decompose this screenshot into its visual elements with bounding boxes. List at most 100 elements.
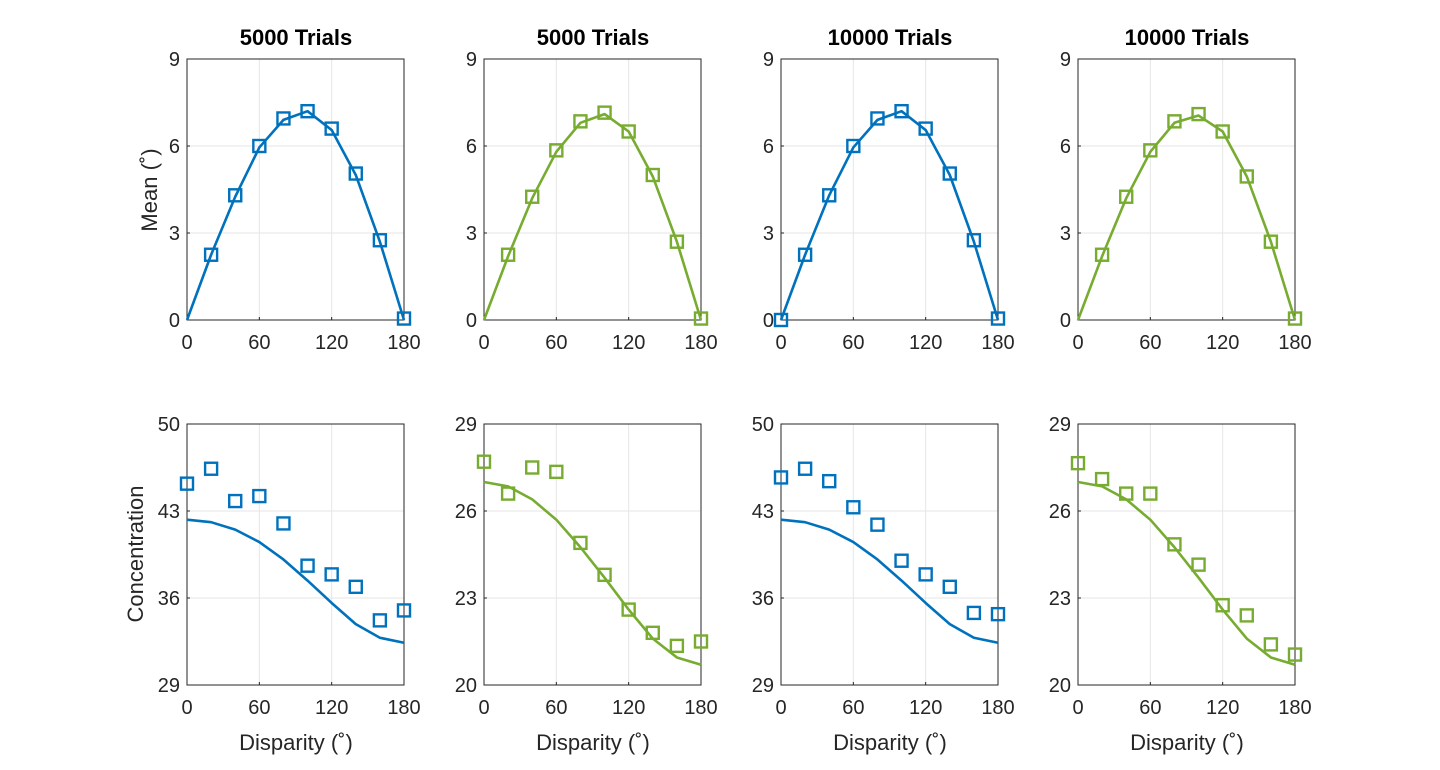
data-point-marker	[525, 189, 540, 204]
y-tick-label: 29	[455, 414, 477, 436]
data-point-marker	[300, 103, 315, 119]
series-fit-line	[780, 518, 999, 645]
axes-box	[1077, 423, 1296, 686]
data-point-marker	[621, 124, 636, 139]
xlabel-disparity-1: Disparity (˚)	[239, 730, 353, 755]
subplot-6: 0 60 120 180 20 23 26 29	[455, 414, 718, 719]
data-point-marker	[500, 486, 516, 501]
data-point-marker	[645, 625, 660, 640]
data-point-marker	[1287, 647, 1303, 662]
data-point-marker	[228, 493, 243, 509]
x-tick-label: 180	[1278, 697, 1311, 719]
series-fit-line	[1076, 114, 1297, 321]
data-point-marker	[476, 454, 492, 469]
series-fit-line	[1077, 480, 1296, 666]
y-tick-label: 9	[1060, 49, 1071, 71]
data-point-marker	[276, 111, 291, 126]
data-point-marker	[276, 516, 291, 531]
data-point-marker	[942, 579, 957, 595]
axes-box	[186, 423, 405, 686]
data-point-marker	[773, 312, 789, 328]
x-tick-label: 60	[1139, 332, 1161, 354]
y-tick-label: 23	[1049, 588, 1071, 610]
data-point-marker	[1094, 471, 1110, 487]
series-fit-line	[482, 112, 703, 321]
data-point-marker	[822, 188, 837, 203]
data-point-marker	[1215, 598, 1230, 613]
data-point-marker	[252, 488, 267, 504]
y-tick-label: 6	[763, 136, 774, 158]
data-point-marker	[1239, 169, 1254, 184]
x-tick-label: 120	[612, 332, 645, 354]
data-point-marker	[1070, 455, 1086, 471]
data-point-marker	[348, 579, 363, 595]
data-point-marker	[1119, 486, 1134, 501]
x-tick-label: 120	[315, 332, 348, 354]
y-tick-label: 50	[752, 414, 774, 436]
data-point-marker	[396, 603, 412, 618]
data-point-marker	[525, 460, 540, 475]
axes-box	[186, 58, 405, 321]
data-point-marker	[1094, 247, 1110, 262]
x-tick-label: 60	[248, 697, 270, 719]
x-tick-label: 60	[842, 332, 864, 354]
x-tick-label: 60	[248, 332, 270, 354]
data-point-marker	[324, 567, 339, 582]
y-tick-label: 29	[752, 675, 774, 697]
x-tick-label: 0	[775, 332, 786, 354]
data-point-marker	[894, 103, 909, 119]
data-point-marker	[918, 121, 933, 136]
x-tick-label: 120	[909, 332, 942, 354]
x-tick-label: 180	[1278, 332, 1311, 354]
y-tick-label: 23	[455, 588, 477, 610]
data-point-marker	[1143, 486, 1158, 501]
subplot-3: 0 60 120 180 0 3 6 9	[763, 49, 1015, 354]
y-tick-label: 50	[158, 414, 180, 436]
x-tick-label: 120	[909, 697, 942, 719]
data-point-marker	[621, 602, 636, 617]
data-point-marker	[1263, 637, 1279, 652]
y-tick-label: 3	[169, 223, 180, 245]
data-point-marker	[797, 461, 813, 476]
y-tick-label: 29	[1049, 414, 1071, 436]
x-tick-label: 180	[684, 697, 717, 719]
x-tick-label: 0	[478, 697, 489, 719]
data-point-marker	[846, 138, 861, 154]
data-point-marker	[894, 553, 909, 568]
x-tick-label: 180	[981, 697, 1014, 719]
data-point-marker	[597, 567, 612, 582]
y-tick-label: 6	[169, 136, 180, 158]
axes-box	[1077, 58, 1296, 321]
column-title-4: 10000 Trials	[1125, 25, 1250, 50]
data-point-marker	[1191, 106, 1206, 122]
axes-box	[780, 58, 999, 321]
data-point-marker	[990, 311, 1006, 326]
y-tick-label: 43	[158, 501, 180, 523]
x-tick-label: 180	[387, 697, 420, 719]
data-point-marker	[372, 233, 388, 248]
data-point-marker	[966, 233, 982, 248]
y-tick-label: 3	[763, 223, 774, 245]
data-point-marker	[1119, 189, 1134, 204]
data-point-marker	[1239, 608, 1254, 623]
subplot-8: 0 60 120 180 20 23 26 29	[1049, 414, 1312, 719]
data-point-marker	[549, 464, 564, 480]
y-tick-label: 0	[763, 310, 774, 332]
data-point-marker	[669, 638, 685, 654]
data-point-marker	[300, 558, 315, 573]
y-tick-label: 20	[1049, 675, 1071, 697]
y-tick-label: 6	[1060, 136, 1071, 158]
y-tick-label: 0	[169, 310, 180, 332]
data-point-marker	[966, 605, 982, 621]
x-tick-label: 60	[1139, 697, 1161, 719]
data-point-marker	[870, 517, 885, 532]
data-point-marker	[372, 613, 388, 628]
data-point-marker	[500, 247, 516, 262]
data-point-marker	[990, 606, 1006, 622]
x-tick-label: 120	[1206, 697, 1239, 719]
data-point-marker	[870, 111, 885, 126]
series-fit-line	[186, 518, 405, 645]
series-fit-line	[779, 109, 1000, 321]
